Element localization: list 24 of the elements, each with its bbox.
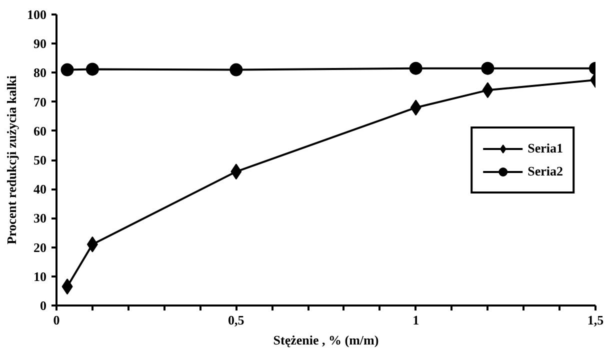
y-tick-label: 40 bbox=[34, 182, 46, 197]
point bbox=[60, 63, 74, 76]
y-tick-label: 0 bbox=[40, 298, 46, 313]
legend-label: Seria1 bbox=[528, 140, 563, 156]
y-tick-label: 20 bbox=[34, 240, 46, 255]
y-tick-label: 70 bbox=[34, 94, 46, 110]
legend-label: Seria2 bbox=[528, 163, 563, 179]
point bbox=[481, 62, 494, 75]
y-tick-label: 80 bbox=[34, 65, 46, 80]
y-tick-label: 50 bbox=[34, 152, 46, 168]
y-tick-label: 60 bbox=[34, 123, 46, 138]
y-tick-label: 30 bbox=[34, 210, 46, 226]
x-tick-label: 0,5 bbox=[228, 312, 245, 328]
x-tick-label: 0 bbox=[53, 312, 60, 328]
x-tick-label: 1,5 bbox=[587, 312, 604, 328]
y-axis-title: Procent redukcji zużycia kalki bbox=[4, 75, 19, 244]
point bbox=[86, 62, 99, 76]
y-tick-label: 100 bbox=[27, 7, 46, 22]
y-tick-label: 10 bbox=[34, 268, 46, 284]
y-tick-label: 90 bbox=[34, 36, 46, 52]
x-axis-title: Stężenie , % (m/m) bbox=[273, 332, 379, 348]
x-tick-label: 1 bbox=[412, 312, 420, 328]
point bbox=[409, 62, 422, 75]
point bbox=[230, 63, 243, 76]
